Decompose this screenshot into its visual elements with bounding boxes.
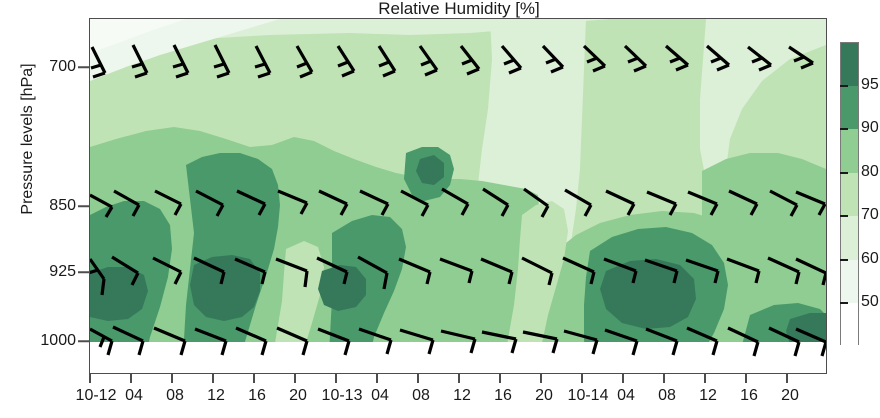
colorbar-label-95: 95	[861, 76, 879, 93]
x-tick-mark-0	[89, 374, 91, 383]
colorbar-tick-80	[840, 172, 848, 174]
y-tick-label-925: 925	[49, 263, 76, 280]
y-tick-label-700: 700	[49, 58, 76, 75]
y-tick-label-850: 850	[49, 197, 76, 214]
x-tick-label-1: 04	[125, 387, 143, 404]
wind-barb-row-850	[90, 187, 826, 218]
colorbar-tick-95	[840, 85, 848, 87]
x-tick-mark-15	[704, 374, 706, 383]
colorbar-tick-90	[840, 128, 848, 130]
x-tick-mark-9	[458, 374, 460, 383]
x-tick-label-11: 20	[535, 387, 553, 404]
x-tick-label-2: 08	[166, 387, 184, 404]
x-tick-mark-2	[171, 374, 173, 383]
x-tick-label-17: 20	[781, 387, 799, 404]
x-tick-label-13: 04	[617, 387, 635, 404]
x-tick-label-3: 12	[207, 387, 225, 404]
y-tick-mark-925	[78, 271, 89, 273]
humidity-contour-field	[90, 19, 826, 373]
x-tick-mark-11	[540, 374, 542, 383]
x-tick-label-15: 12	[699, 387, 717, 404]
colorbar-band-70-80	[841, 173, 858, 216]
x-tick-label-10: 16	[494, 387, 512, 404]
x-tick-mark-4	[253, 374, 255, 383]
colorbar-tick-70	[840, 215, 848, 217]
wind-barb-row-925	[90, 255, 826, 296]
plot-area	[89, 18, 827, 374]
y-tick-mark-850	[78, 205, 89, 207]
x-tick-label-16: 16	[740, 387, 758, 404]
colorbar-tick-50	[840, 302, 848, 304]
y-tick-mark-1000	[78, 340, 89, 342]
colorbar-label-80: 80	[861, 163, 879, 180]
x-tick-mark-10	[499, 374, 501, 383]
x-tick-label-8: 08	[412, 387, 430, 404]
wind-barb-row-1000	[90, 325, 826, 357]
x-tick-label-12: 10-14	[567, 387, 609, 404]
colorbar-band-80-90	[841, 129, 858, 173]
colorbar-label-90: 90	[861, 119, 879, 136]
x-tick-mark-1	[130, 374, 132, 383]
x-tick-label-9: 12	[453, 387, 471, 404]
x-tick-label-5: 20	[289, 387, 307, 404]
x-tick-mark-17	[786, 374, 788, 383]
wind-barb-row-700	[90, 44, 814, 79]
x-tick-label-6: 10-13	[321, 387, 363, 404]
y-tick-label-1000: 1000	[40, 332, 76, 349]
wind-barbs-overlay	[90, 44, 826, 357]
x-tick-label-14: 08	[658, 387, 676, 404]
x-tick-mark-3	[212, 374, 214, 383]
colorbar-band-50-60	[841, 260, 858, 303]
x-tick-mark-7	[376, 374, 378, 383]
y-axis: Pressure levels [hPa] 700 850 925 1000	[0, 0, 76, 418]
colorbar-band-95-100	[841, 43, 858, 86]
y-axis-label: Pressure levels [hPa]	[19, 63, 36, 215]
x-tick-label-7: 04	[371, 387, 389, 404]
colorbar-band-below-50	[841, 303, 858, 346]
x-tick-mark-5	[294, 374, 296, 383]
y-tick-mark-700	[78, 66, 89, 68]
x-tick-mark-14	[663, 374, 665, 383]
colorbar-band-90-95	[841, 86, 858, 129]
x-tick-mark-8	[417, 374, 419, 383]
colorbar-band-60-70	[841, 216, 858, 260]
x-tick-mark-13	[622, 374, 624, 383]
x-tick-mark-6	[335, 374, 337, 383]
x-tick-mark-12	[581, 374, 583, 383]
colorbar-label-60: 60	[861, 250, 879, 267]
colorbar-label-50: 50	[861, 293, 879, 310]
colorbar	[840, 42, 859, 346]
x-tick-label-0: 10-12	[75, 387, 117, 404]
colorbar-label-70: 70	[861, 206, 879, 223]
x-tick-label-4: 16	[248, 387, 266, 404]
colorbar-tick-60	[840, 259, 848, 261]
x-tick-mark-16	[745, 374, 747, 383]
chart-title: Relative Humidity [%]	[378, 0, 540, 18]
